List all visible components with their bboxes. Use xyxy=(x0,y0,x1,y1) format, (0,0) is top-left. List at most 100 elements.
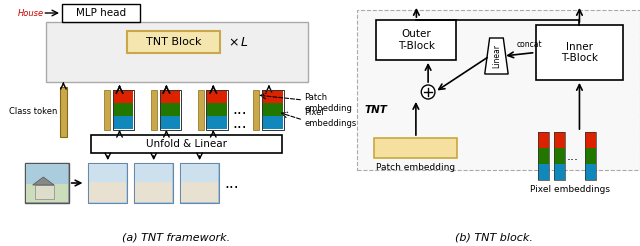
Bar xyxy=(173,103,180,116)
Bar xyxy=(538,164,549,180)
Bar xyxy=(46,22,308,82)
Bar xyxy=(374,138,458,158)
Bar xyxy=(62,4,140,22)
Bar xyxy=(92,135,282,153)
Bar xyxy=(126,103,133,116)
Bar xyxy=(113,103,120,116)
Bar xyxy=(220,103,227,116)
Bar xyxy=(220,90,227,103)
Text: ...: ... xyxy=(232,103,247,118)
Bar xyxy=(120,116,126,129)
Bar xyxy=(89,164,126,182)
Text: ...: ... xyxy=(232,116,247,130)
Bar xyxy=(166,116,173,129)
Bar xyxy=(538,132,549,180)
Text: (b) TNT block.: (b) TNT block. xyxy=(454,233,532,243)
Bar xyxy=(173,116,180,129)
Bar xyxy=(135,182,172,202)
Bar xyxy=(554,132,565,148)
Text: House: House xyxy=(18,9,44,17)
Bar xyxy=(554,148,565,164)
Bar xyxy=(554,132,565,180)
Bar xyxy=(276,90,283,103)
Text: TNT: TNT xyxy=(365,105,387,115)
Bar xyxy=(207,103,213,116)
Bar xyxy=(376,20,456,60)
Bar xyxy=(207,116,213,129)
Bar xyxy=(262,90,269,103)
Bar xyxy=(213,90,220,103)
Bar xyxy=(262,116,269,129)
Bar xyxy=(181,182,218,202)
Bar xyxy=(181,164,218,182)
Polygon shape xyxy=(484,38,508,74)
Bar xyxy=(554,164,565,180)
Bar xyxy=(26,164,68,184)
Bar xyxy=(207,90,228,130)
Text: $\times\,\mathit{L}$: $\times\,\mathit{L}$ xyxy=(228,35,249,48)
Polygon shape xyxy=(33,177,54,185)
Bar xyxy=(126,90,133,103)
Text: Patch embedding: Patch embedding xyxy=(376,163,456,171)
Bar xyxy=(159,116,166,129)
Bar xyxy=(269,103,276,116)
Bar xyxy=(25,163,68,203)
Text: Patch
embedding: Patch embedding xyxy=(304,93,352,113)
Bar xyxy=(159,90,166,103)
Bar xyxy=(357,10,640,170)
Bar xyxy=(113,90,120,103)
Bar xyxy=(166,90,173,103)
Text: Pixel
embeddings: Pixel embeddings xyxy=(304,108,356,128)
Bar xyxy=(120,103,126,116)
Text: (a) TNT framework.: (a) TNT framework. xyxy=(122,233,230,243)
Bar xyxy=(253,90,259,130)
Bar xyxy=(135,164,172,182)
Text: TNT Block: TNT Block xyxy=(146,37,202,47)
Bar xyxy=(134,163,173,203)
Bar xyxy=(538,132,549,148)
Bar xyxy=(113,90,134,130)
Text: ...: ... xyxy=(225,175,239,190)
Bar xyxy=(220,116,227,129)
Bar xyxy=(151,90,157,130)
Bar xyxy=(89,182,126,202)
Bar xyxy=(276,116,283,129)
Bar xyxy=(262,90,284,130)
Bar xyxy=(586,132,596,180)
Text: ...: ... xyxy=(566,150,579,163)
Bar xyxy=(35,185,54,199)
Bar xyxy=(276,103,283,116)
Bar xyxy=(173,90,180,103)
Bar xyxy=(159,103,166,116)
Bar xyxy=(159,90,181,130)
Bar xyxy=(536,25,623,80)
Bar xyxy=(538,148,549,164)
Text: Linear: Linear xyxy=(492,44,501,68)
Bar xyxy=(104,90,110,130)
Text: MLP head: MLP head xyxy=(76,8,126,18)
Text: Pixel embeddings: Pixel embeddings xyxy=(530,185,610,195)
Text: Inner
T-Block: Inner T-Block xyxy=(561,42,598,63)
Circle shape xyxy=(421,85,435,99)
Bar xyxy=(127,31,220,53)
Bar xyxy=(207,90,213,103)
Bar xyxy=(113,116,120,129)
Bar xyxy=(269,90,276,103)
Text: Class token: Class token xyxy=(9,108,57,117)
Bar xyxy=(198,90,204,130)
Bar xyxy=(166,103,173,116)
Text: concat: concat xyxy=(517,40,543,49)
Bar xyxy=(60,87,67,137)
Bar xyxy=(213,103,220,116)
Bar xyxy=(269,116,276,129)
Bar xyxy=(586,164,596,180)
Bar xyxy=(262,103,269,116)
Text: Outer
T-Block: Outer T-Block xyxy=(398,29,435,51)
Bar xyxy=(180,163,219,203)
Bar xyxy=(26,184,68,202)
Bar xyxy=(126,116,133,129)
Bar xyxy=(88,163,127,203)
Bar xyxy=(120,90,126,103)
Bar xyxy=(586,148,596,164)
Bar xyxy=(213,116,220,129)
